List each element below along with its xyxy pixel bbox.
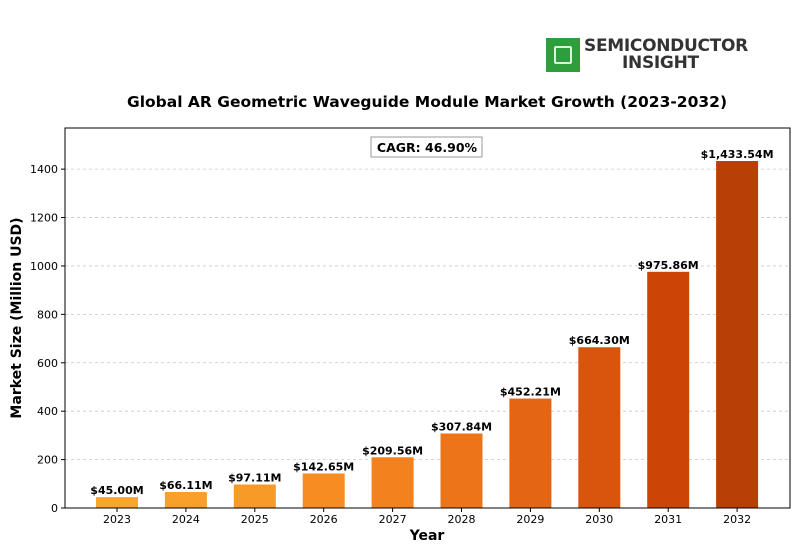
chart-title: Global AR Geometric Waveguide Module Mar…	[126, 93, 728, 111]
bar-2023	[96, 497, 138, 508]
bar-value-label: $975.86M	[638, 259, 699, 272]
bars	[96, 161, 759, 508]
bar-value-label: $45.00M	[90, 484, 143, 497]
y-tick-label: 1400	[30, 163, 58, 176]
bar-2024	[164, 491, 207, 508]
x-tick-label: 2027	[379, 513, 407, 526]
logo-line-2: INSIGHT	[622, 53, 699, 73]
logo-line-1: SEMICONDUCTOR	[584, 36, 748, 56]
bar-2027	[371, 457, 414, 508]
bar-2029	[509, 398, 552, 508]
x-tick-label: 2030	[585, 513, 613, 526]
bar-value-label: $66.11M	[159, 479, 212, 492]
x-axis-ticks: 2023 2024 2025 2026 2027 2028 2029 2030 2031 2032	[103, 508, 751, 526]
x-tick-label: 2024	[172, 513, 200, 526]
bar-value-label: $97.11M	[228, 471, 281, 484]
y-tick-label: 1200	[30, 212, 58, 225]
bar-value-label: $452.21M	[500, 386, 561, 399]
x-axis-label: Year	[409, 528, 445, 544]
bar-value-label: $1,433.54M	[701, 148, 774, 161]
cagr-annotation: CAGR: 46.90%	[370, 136, 483, 158]
plot-frame	[64, 127, 791, 509]
bar-2026	[302, 473, 345, 508]
x-tick-label: 2032	[723, 513, 751, 526]
x-tick-label: 2028	[448, 513, 476, 526]
bar-2028	[440, 433, 483, 508]
x-tick-label: 2025	[241, 513, 269, 526]
x-tick-label: 2031	[654, 513, 682, 526]
y-tick-label: 800	[37, 308, 58, 321]
cagr-box	[370, 136, 483, 158]
bar-2025	[233, 484, 276, 508]
bar-value-label: $142.65M	[293, 460, 354, 473]
bar-2030	[578, 347, 621, 508]
bar-value-labels: $45.00M $66.11M $97.11M $142.65M $209.56M $30…	[90, 148, 773, 497]
x-tick-label: 2029	[516, 513, 544, 526]
y-tick-label: 600	[37, 357, 58, 370]
bar-value-label: $664.30M	[569, 334, 630, 347]
grid-lines	[65, 168, 790, 460]
y-tick-label: 400	[37, 405, 58, 418]
semiconductor-insight-logo: SEMICONDUCTOR INSIGHT	[546, 38, 748, 72]
y-tick-label: 1000	[30, 260, 58, 273]
bar-value-label: $307.84M	[431, 420, 492, 433]
cagr-label: CAGR: 46.90%	[377, 140, 478, 155]
bar-2032	[716, 161, 759, 508]
x-tick-label: 2023	[103, 513, 131, 526]
logo-text: SEMICONDUCTOR INSIGHT	[584, 38, 748, 72]
y-axis-ticks: 0 200 400 600 800 1000 1200 1400	[30, 163, 65, 515]
y-axis-label: Market Size (Million USD)	[9, 217, 25, 418]
bar-2031	[647, 271, 690, 508]
chip-icon	[546, 38, 580, 72]
bar-value-label: $209.56M	[362, 444, 423, 457]
y-tick-label: 200	[37, 454, 58, 467]
y-tick-label: 0	[51, 502, 58, 515]
x-tick-label: 2026	[310, 513, 338, 526]
